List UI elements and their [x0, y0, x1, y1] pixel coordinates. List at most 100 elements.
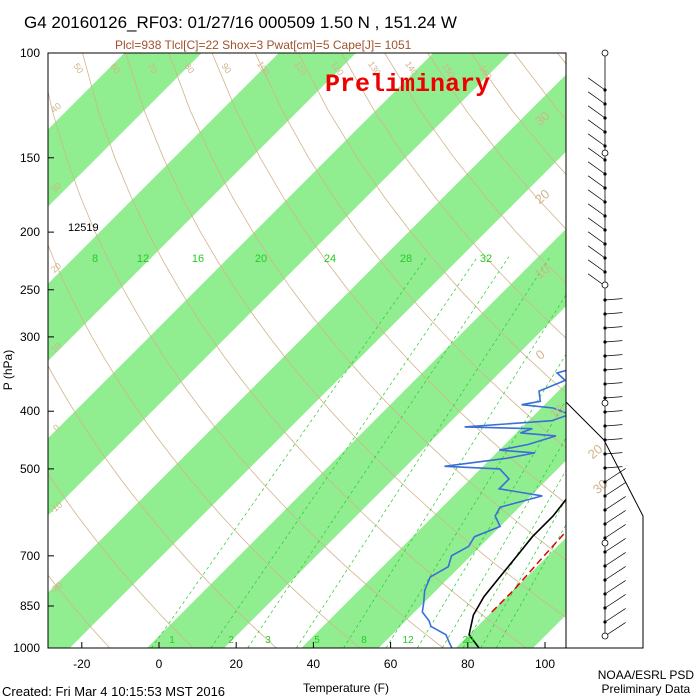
calm-circle [601, 281, 609, 289]
isotherm-band [48, 53, 202, 207]
wind-barb [604, 438, 623, 441]
wind-barb [604, 340, 623, 343]
calm-circle [601, 632, 609, 640]
series-temperature-line [468, 498, 566, 648]
dry-adiabat-line [125, 53, 566, 618]
y-tick-label: 400 [20, 404, 40, 418]
wind-dot [603, 480, 607, 484]
wind-barb [587, 175, 606, 189]
wind-barb [604, 312, 623, 315]
wind-barb [604, 368, 623, 371]
y-tick-label: 300 [20, 330, 40, 344]
wind-barb [604, 452, 623, 455]
wind-dot [603, 438, 607, 442]
wind-dot [603, 326, 607, 330]
mixing-ratio-label: 20 [462, 635, 474, 646]
wind-dot [603, 214, 607, 218]
y-axis-label: P (hPa) [1, 350, 15, 390]
dry-adiabat-line [48, 244, 361, 648]
dry-adiabat-line [254, 53, 566, 449]
wind-barb [604, 524, 626, 539]
wind-dot [603, 354, 607, 358]
adiabat-label: 10 [49, 341, 63, 355]
y-tick-label: 850 [20, 599, 40, 613]
wind-dot [603, 88, 607, 92]
x-tick-label: 100 [535, 657, 555, 671]
wind-barb [587, 245, 606, 259]
wind-barb [604, 326, 623, 329]
mixing-ratio-label: 32 [480, 253, 492, 265]
wind-panel-outline [565, 53, 644, 649]
wind-barb [587, 147, 606, 161]
wind-barb [587, 161, 606, 175]
wind-dot [603, 564, 607, 568]
wind-barb [604, 594, 626, 609]
wind-dot [603, 578, 607, 582]
wind-barb [587, 203, 606, 217]
mixing-ratio-label: 28 [400, 253, 412, 265]
wind-barb [604, 410, 623, 413]
adiabat-label: 90 [219, 61, 233, 75]
wind-barb [587, 133, 606, 147]
wind-barb [587, 105, 606, 119]
wind-barb [587, 231, 606, 245]
mixing-ratio-label: 12 [137, 253, 149, 265]
dry-adiabat-line [297, 53, 566, 394]
wind-dot [603, 158, 607, 162]
wind-dot [603, 550, 607, 554]
mixing-ratio-line [385, 353, 566, 648]
chart-title: G4 20160126_RF03: 01/27/16 000509 1.50 N… [24, 13, 457, 32]
mixing-ratio-line [210, 256, 478, 648]
calm-circle [601, 149, 609, 157]
dry-adiabat-line [48, 89, 444, 648]
wind-dot [603, 410, 607, 414]
calm-circle [601, 49, 609, 57]
mixing-ratio-label: 24 [324, 253, 336, 265]
mixing-ratio-label: 1 [169, 635, 175, 646]
wind-barb [604, 608, 626, 623]
wind-dot [603, 102, 607, 106]
y-tick-label: 150 [20, 151, 40, 165]
mixing-ratio-label: 8 [361, 635, 367, 646]
wind-dot [603, 130, 607, 134]
wind-dot [603, 298, 607, 302]
wind-dot [603, 620, 607, 624]
y-tick-label: 500 [20, 462, 40, 476]
wind-dot [603, 466, 607, 470]
wind-dot [603, 508, 607, 512]
calm-circle [601, 399, 609, 407]
wind-dot [603, 312, 607, 316]
x-tick-label: 60 [384, 657, 398, 671]
preliminary-watermark: Preliminary [325, 70, 491, 99]
y-tick-label: 100 [20, 46, 40, 60]
height-annotation: 12519 [68, 222, 99, 234]
adiabat-label: 30 [49, 181, 63, 195]
wind-dot [603, 340, 607, 344]
wind-barb [604, 482, 626, 497]
wind-barb [587, 189, 606, 203]
wind-barb [604, 496, 626, 511]
wind-dot [603, 368, 607, 372]
wind-dot [603, 606, 607, 610]
created-timestamp: Created: Fri Mar 4 10:15:53 MST 2016 [2, 684, 226, 699]
wind-barb [604, 580, 626, 595]
wind-barb [587, 77, 606, 91]
wind-dot [603, 242, 607, 246]
isotherm-band [48, 53, 356, 361]
wind-dot [603, 186, 607, 190]
moist-adiabat-label: 20 [585, 441, 606, 462]
dry-adiabat-line [168, 53, 566, 561]
moist-adiabat-label: 0 [533, 346, 548, 362]
wind-dot [603, 116, 607, 120]
dry-adiabat-line [82, 53, 528, 648]
wind-barb [587, 217, 606, 231]
mixing-ratio-label: 2 [228, 635, 234, 646]
wind-dot [603, 424, 607, 428]
wind-barb [604, 396, 623, 399]
x-tick-label: 40 [307, 657, 321, 671]
mixing-ratio-line [495, 524, 566, 648]
y-tick-label: 700 [20, 549, 40, 563]
mixing-ratio-line [343, 294, 566, 648]
